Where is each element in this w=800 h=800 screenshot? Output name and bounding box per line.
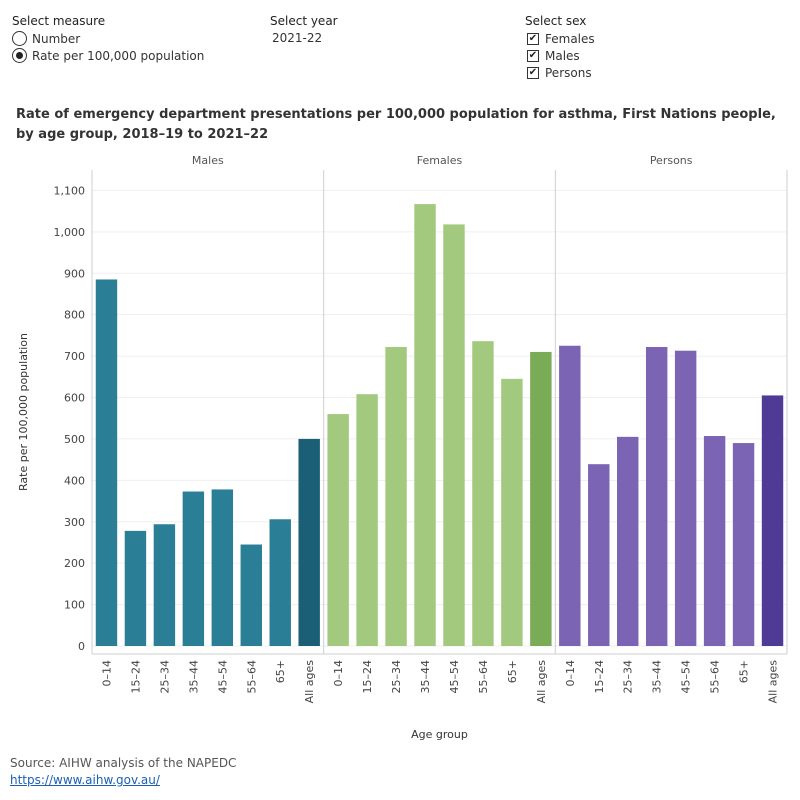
x-axis-label: Age group [411, 728, 468, 741]
sex-option-females[interactable]: ✔ Females [527, 32, 595, 46]
y-tick-label: 400 [64, 474, 85, 487]
bar [501, 378, 523, 646]
x-tick-label: 35–44 [651, 660, 664, 694]
measure-option-rate[interactable]: Rate per 100,000 population [12, 48, 204, 63]
x-tick-label: 35–44 [187, 660, 200, 694]
bar [588, 464, 610, 646]
y-tick-label: 100 [64, 599, 85, 612]
x-tick-label: 65+ [274, 660, 287, 683]
bar [182, 491, 205, 646]
y-tick-label: 500 [64, 433, 85, 446]
y-tick-label: 1,000 [54, 226, 86, 239]
x-tick-label: All ages [303, 660, 316, 704]
x-tick-label: 0–14 [332, 660, 345, 687]
sex-option-label: Females [545, 32, 595, 46]
x-tick-label: 65+ [738, 660, 751, 683]
y-tick-label: 800 [64, 309, 85, 322]
x-tick-label: All ages [535, 660, 548, 704]
measure-option-label: Number [32, 31, 81, 46]
checkbox-checked-icon[interactable]: ✔ [527, 50, 539, 62]
y-tick-label: 200 [64, 557, 85, 570]
sex-option-label: Males [545, 49, 580, 63]
bar [240, 544, 262, 646]
x-tick-label: 45–54 [680, 660, 693, 694]
y-tick-label: 600 [64, 392, 85, 405]
bar [211, 489, 234, 646]
checkbox-checked-icon[interactable]: ✔ [527, 33, 539, 45]
x-tick-label: 45–54 [448, 660, 461, 694]
panel-header: Males [192, 154, 224, 167]
source-link[interactable]: https://www.aihw.gov.au/ [10, 773, 160, 787]
y-tick-label: 700 [64, 350, 85, 363]
panel-header: Persons [650, 154, 693, 167]
x-tick-label: 65+ [506, 660, 519, 683]
sex-option-label: Persons [545, 66, 592, 80]
y-tick-label: 900 [64, 267, 85, 280]
x-tick-label: 25–34 [390, 660, 403, 694]
y-tick-label: 0 [78, 640, 85, 653]
y-axis-label: Rate per 100,000 population [17, 333, 30, 491]
x-tick-label: 25–34 [622, 660, 635, 694]
bar [269, 519, 291, 646]
chart-title: Rate of emergency department presentatio… [16, 107, 776, 142]
y-tick-label: 300 [64, 516, 85, 529]
bar [645, 346, 668, 646]
measure-option-number[interactable]: Number [12, 31, 80, 46]
x-tick-label: 35–44 [419, 660, 432, 694]
year-select[interactable]: 2021-22 [272, 31, 323, 45]
bar [153, 524, 176, 646]
x-tick-label: 45–54 [216, 660, 229, 694]
sex-option-males[interactable]: ✔ Males [527, 49, 580, 63]
x-tick-label: All ages [767, 660, 780, 704]
bar [472, 341, 494, 646]
sex-option-persons[interactable]: ✔ Persons [527, 66, 592, 80]
bar [674, 350, 697, 646]
radio-selected-icon[interactable] [12, 48, 27, 63]
x-tick-label: 0–14 [100, 660, 113, 687]
checkbox-checked-icon[interactable]: ✔ [527, 67, 539, 79]
panel-header: Females [417, 154, 463, 167]
radio-icon[interactable] [12, 31, 27, 46]
bar [761, 395, 784, 646]
bar [95, 279, 118, 646]
year-selector-title: Select year [270, 14, 338, 28]
bar [327, 414, 349, 646]
x-tick-label: 0–14 [564, 660, 577, 687]
bar [124, 530, 147, 646]
bar [443, 224, 465, 646]
x-tick-label: 15–24 [361, 660, 374, 694]
bar [385, 346, 407, 646]
x-tick-label: 15–24 [593, 660, 606, 694]
x-tick-label: 55–64 [245, 660, 258, 694]
measure-selector-title: Select measure [12, 14, 106, 28]
x-tick-label: 55–64 [477, 660, 490, 694]
bar [356, 394, 378, 646]
bar [298, 438, 320, 646]
measure-option-label: Rate per 100,000 population [32, 48, 205, 63]
bar [559, 345, 581, 646]
bar [703, 436, 726, 646]
sex-selector-title: Select sex [525, 14, 587, 28]
x-tick-label: 25–34 [158, 660, 171, 694]
bar [530, 351, 552, 646]
y-tick-label: 1,100 [54, 184, 86, 197]
x-tick-label: 55–64 [709, 660, 722, 694]
bar [414, 204, 436, 646]
x-tick-label: 15–24 [129, 660, 142, 694]
bar [732, 443, 755, 646]
bar [617, 436, 639, 646]
source-note: Source: AIHW analysis of the NAPEDC [10, 756, 237, 770]
